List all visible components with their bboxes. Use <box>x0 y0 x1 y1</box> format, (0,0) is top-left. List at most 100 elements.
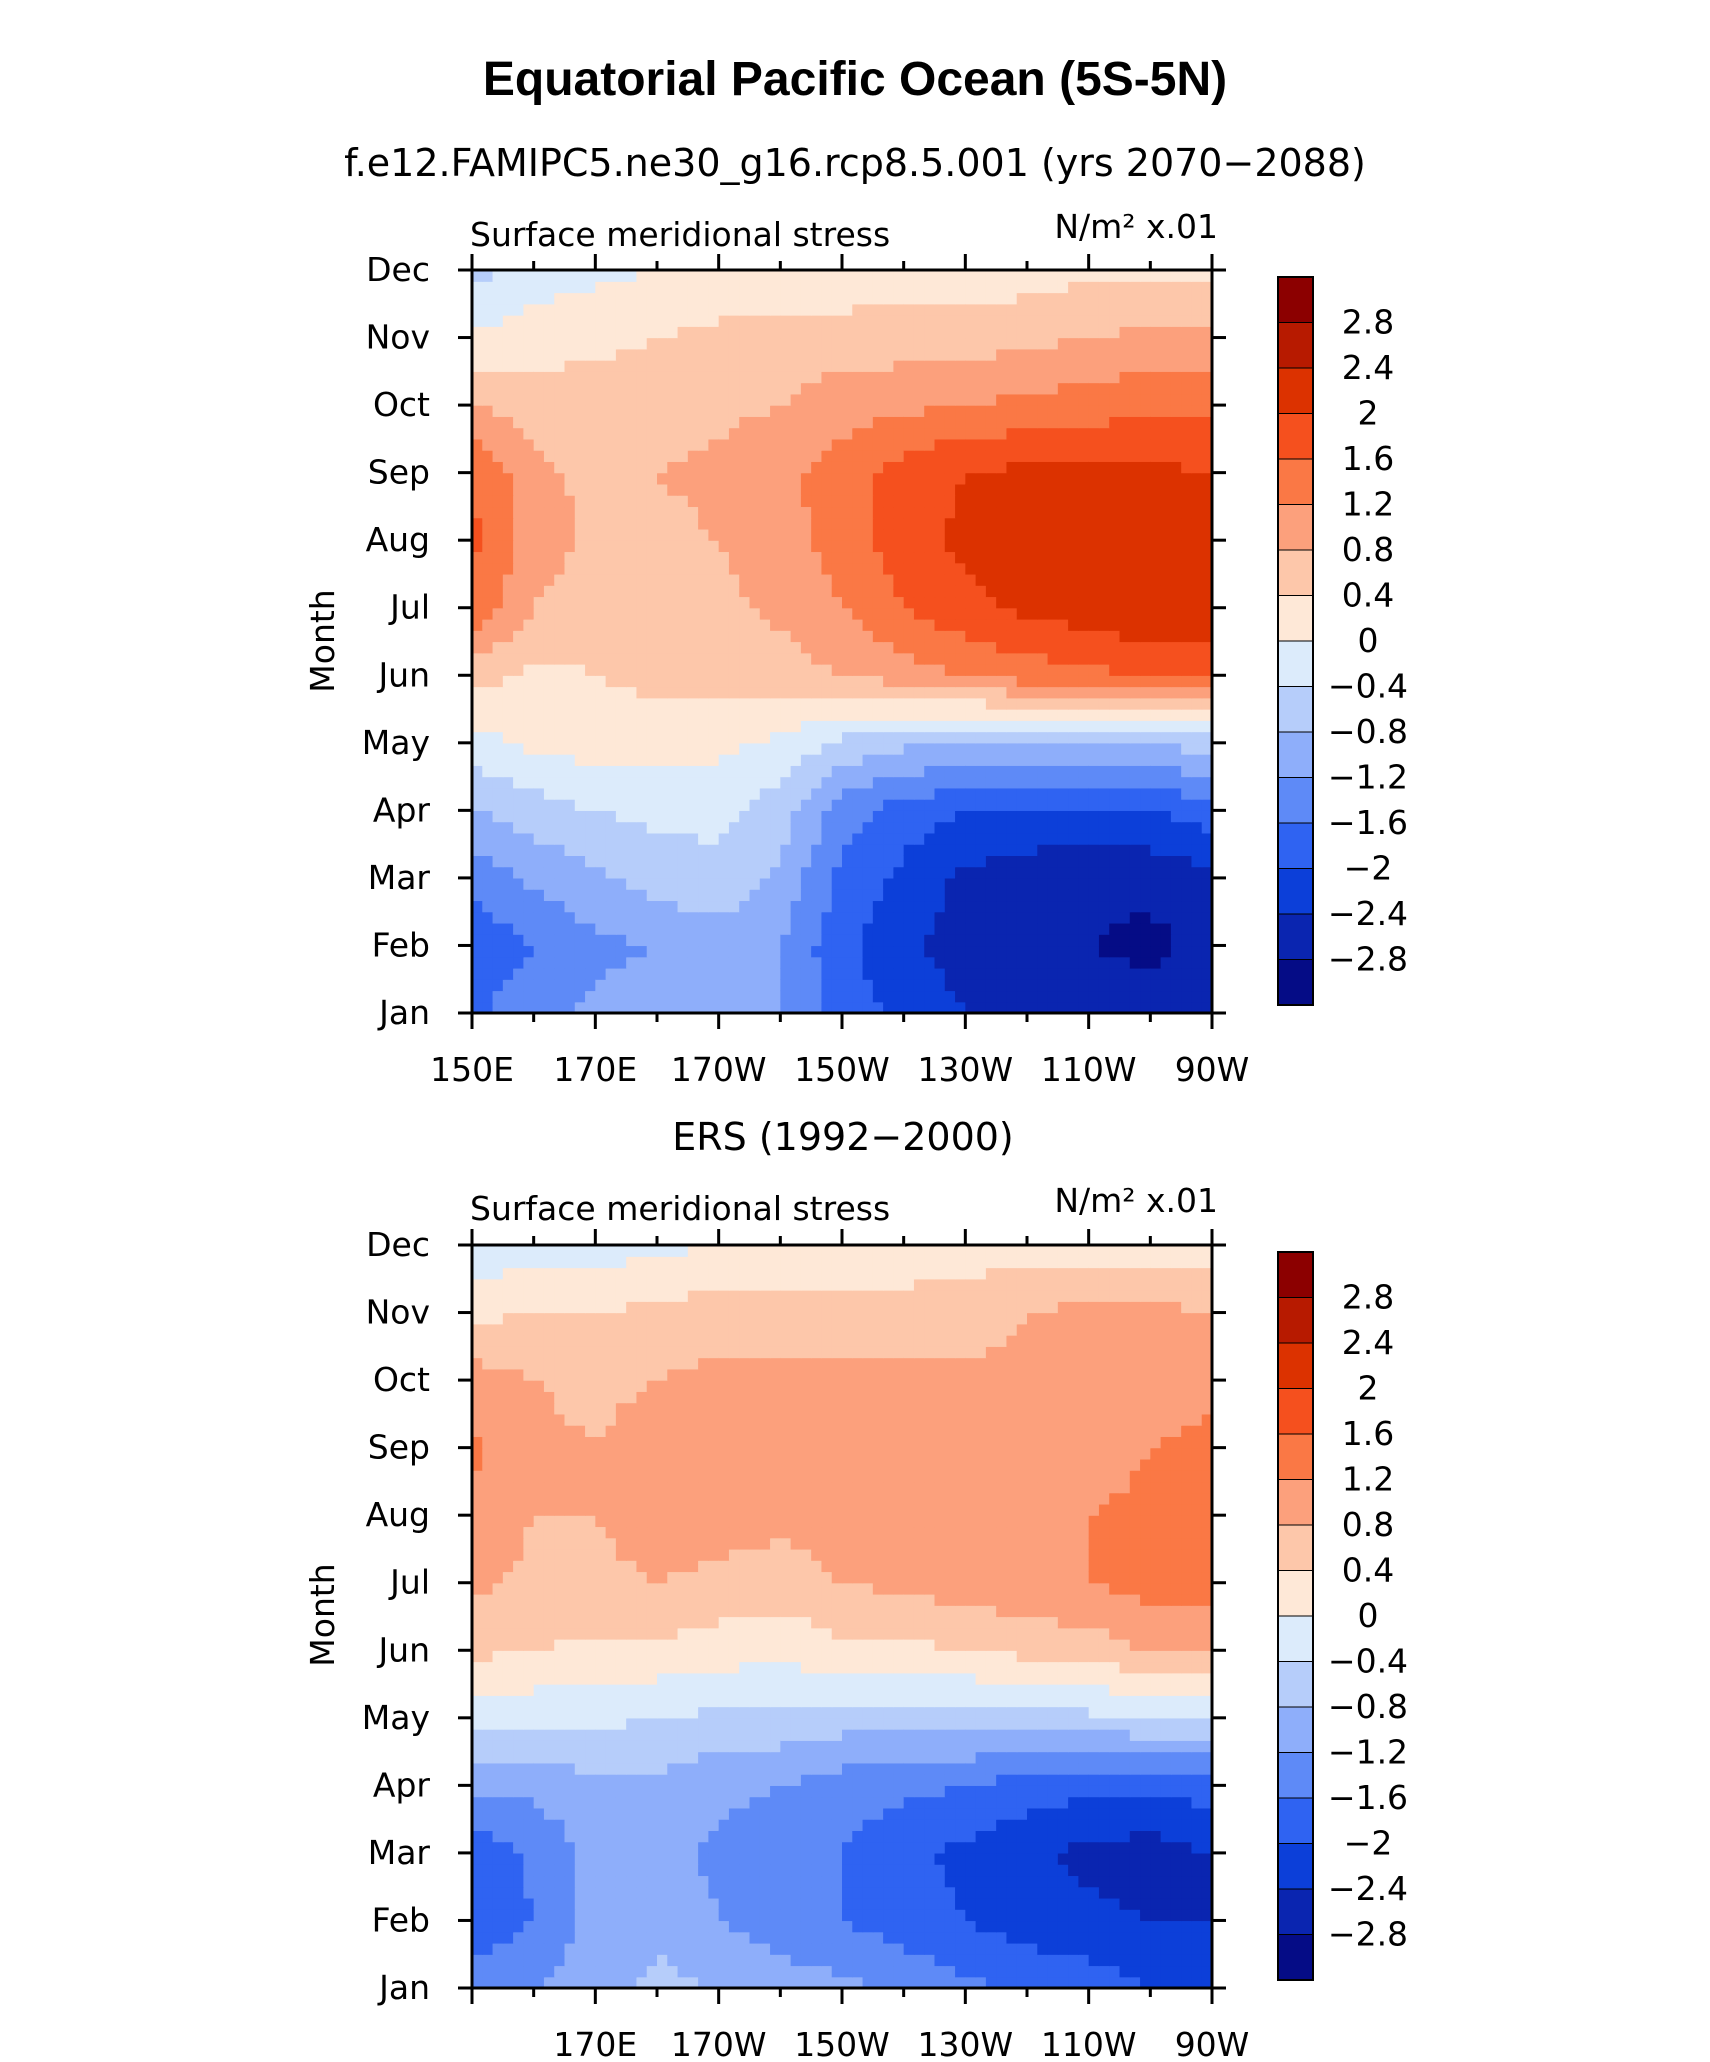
contour-cell <box>595 799 607 811</box>
contour-cell <box>1016 371 1028 384</box>
contour-cell <box>657 945 668 958</box>
contour-cell <box>472 877 483 890</box>
contour-cell <box>821 832 833 845</box>
contour-cell <box>482 1954 494 1967</box>
contour-cell <box>1088 799 1100 811</box>
contour-cell <box>800 664 812 676</box>
contour-cell <box>646 337 658 350</box>
contour-cell <box>574 664 586 676</box>
contour-cell <box>770 990 781 1003</box>
contour-cell <box>862 664 874 676</box>
contour-cell <box>1181 337 1193 350</box>
contour-cell <box>903 281 915 294</box>
contour-cell <box>687 360 699 372</box>
contour-cell <box>1057 866 1069 879</box>
contour-cell <box>1078 450 1090 462</box>
contour-cell <box>646 1001 658 1014</box>
contour-cell <box>1181 900 1193 913</box>
contour-cell <box>513 1965 524 1978</box>
contour-cell <box>1016 461 1028 474</box>
contour-cell <box>1078 855 1090 868</box>
contour-cell <box>800 652 812 665</box>
contour-cell <box>626 517 638 530</box>
contour-cell <box>595 1931 607 1944</box>
contour-cell <box>749 832 761 845</box>
contour-cell <box>1129 652 1141 665</box>
contour-cell <box>1088 877 1100 890</box>
contour-cell <box>687 686 699 699</box>
contour-cell <box>1181 393 1193 406</box>
contour-cell <box>749 495 761 508</box>
contour-cell <box>924 281 936 294</box>
contour-cell <box>842 393 853 406</box>
contour-cell <box>965 877 977 890</box>
contour-cell <box>502 551 514 564</box>
contour-cell <box>657 731 668 744</box>
contour-cell <box>472 382 483 395</box>
contour-cell <box>605 495 617 508</box>
contour-cell <box>554 945 566 958</box>
colorbar-label: −1.6 <box>1328 803 1408 842</box>
contour-cell <box>759 472 771 485</box>
contour-cell <box>1191 934 1203 947</box>
contour-cell <box>883 945 894 958</box>
contour-cell <box>708 641 720 654</box>
contour-cell <box>1016 956 1028 969</box>
contour-cell <box>636 877 648 890</box>
contour-cell <box>605 585 617 598</box>
contour-cell <box>759 979 771 992</box>
contour-cell <box>646 810 658 823</box>
contour-cell <box>595 483 607 496</box>
contour-cell <box>585 461 596 474</box>
contour-cell <box>1150 630 1162 643</box>
contour-cell <box>502 877 514 890</box>
contour-cell <box>687 720 699 733</box>
contour-cell <box>852 416 864 429</box>
contour-cell <box>502 596 514 609</box>
contour-cell <box>821 495 833 508</box>
contour-cell <box>533 990 545 1003</box>
contour-cell <box>934 427 946 440</box>
contour-cell <box>533 607 545 620</box>
contour-cell <box>585 483 596 496</box>
contour-cell <box>1027 416 1038 429</box>
contour-cell <box>615 270 627 282</box>
contour-cell <box>975 427 987 440</box>
contour-cell <box>1006 326 1018 339</box>
contour-cell <box>944 675 956 688</box>
contour-cell <box>1088 956 1100 969</box>
contour-cell <box>502 889 514 902</box>
contour-cell <box>913 483 925 496</box>
contour-cell <box>1140 585 1151 598</box>
contour-cell <box>811 416 823 429</box>
contour-cell <box>636 472 648 485</box>
contour-cell <box>585 720 596 733</box>
contour-cell <box>1006 450 1018 462</box>
contour-cell <box>872 292 884 305</box>
contour-cell <box>780 506 792 519</box>
contour-cell <box>739 270 751 282</box>
contour-cell <box>554 889 566 902</box>
contour-cell <box>615 337 627 350</box>
contour-cell <box>708 945 720 958</box>
contour-cell <box>1119 922 1131 935</box>
contour-cell <box>543 675 555 688</box>
colorbar-label: 2.4 <box>1342 348 1394 387</box>
contour-cell <box>657 934 668 947</box>
contour-cell <box>1037 585 1049 598</box>
contour-cell <box>955 495 966 508</box>
contour-cell <box>492 461 504 474</box>
contour-cell <box>749 596 761 609</box>
contour-cell <box>1037 618 1049 631</box>
contour-cell <box>944 438 956 451</box>
contour-cell <box>574 382 586 395</box>
contour-cell <box>739 483 751 496</box>
contour-cell <box>1109 810 1121 823</box>
contour-cell <box>472 911 483 924</box>
contour-cell <box>872 889 884 902</box>
contour-cell <box>924 630 936 643</box>
contour-cell <box>883 934 894 947</box>
contour-cell <box>770 1001 781 1014</box>
contour-cell <box>985 709 997 721</box>
contour-cell <box>472 1942 483 1955</box>
